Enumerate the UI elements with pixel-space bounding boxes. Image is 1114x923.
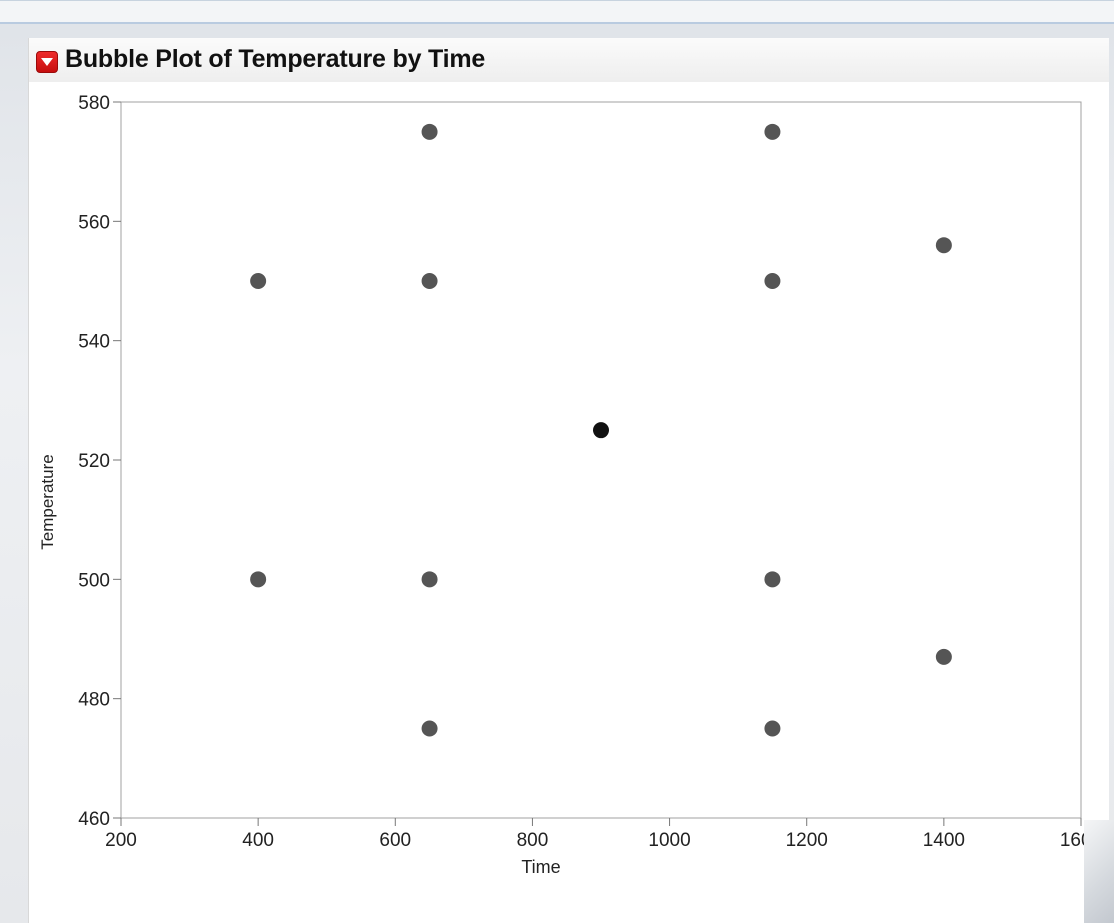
- x-tick-label: 200: [105, 830, 137, 851]
- chart-area: 460 480 500 520 540 560 580 200 400 600 800 1000 120…: [29, 82, 1109, 923]
- y-tick-label: 520: [78, 451, 110, 472]
- data-point: [421, 720, 438, 737]
- data-point: [764, 571, 781, 588]
- scatter-chart: 460 480 500 520 540 560 580 200 400 600 800 1000 120…: [38, 93, 1102, 877]
- y-tick-label: 540: [78, 332, 110, 353]
- data-point: [250, 273, 267, 289]
- x-tick-label: 1000: [648, 830, 690, 851]
- x-tick-label: 800: [517, 830, 549, 851]
- x-tick-label: 1400: [923, 830, 965, 851]
- x-tick-label: 1200: [786, 830, 828, 851]
- report-header: Bubble Plot of Temperature by Time: [29, 38, 1109, 83]
- data-point: [421, 123, 438, 140]
- report-panel: Bubble Plot of Temperature by Time 460 48…: [28, 38, 1109, 923]
- data-point: [764, 720, 781, 737]
- data-point: [935, 237, 952, 254]
- x-tick-label: 600: [379, 830, 411, 851]
- red-disclosure-triangle-icon[interactable]: [36, 51, 58, 73]
- page-curl-decoration: [1084, 820, 1114, 923]
- data-point: [593, 422, 609, 439]
- report-title: Bubble Plot of Temperature by Time: [65, 45, 486, 73]
- y-tick-label: 580: [78, 93, 110, 114]
- x-axis-label: Time: [521, 857, 560, 877]
- window-top-strip: [0, 0, 1114, 24]
- data-point: [935, 648, 952, 665]
- data-point: [421, 571, 438, 588]
- y-tick-label: 480: [78, 690, 110, 711]
- y-axis-label: Temperature: [38, 454, 57, 549]
- data-point: [250, 571, 267, 588]
- data-point: [764, 273, 781, 289]
- y-tick-label: 460: [78, 809, 110, 830]
- data-point: [764, 123, 781, 140]
- x-tick-label: 400: [242, 830, 274, 851]
- data-point: [421, 273, 438, 289]
- y-tick-label: 500: [78, 570, 110, 591]
- plot-frame: [120, 101, 1082, 819]
- y-tick-label: 560: [78, 212, 110, 233]
